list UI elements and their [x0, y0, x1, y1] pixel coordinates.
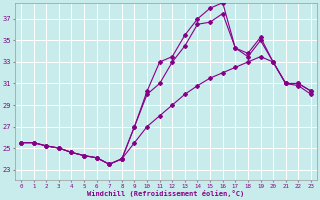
X-axis label: Windchill (Refroidissement éolien,°C): Windchill (Refroidissement éolien,°C) — [87, 190, 244, 197]
